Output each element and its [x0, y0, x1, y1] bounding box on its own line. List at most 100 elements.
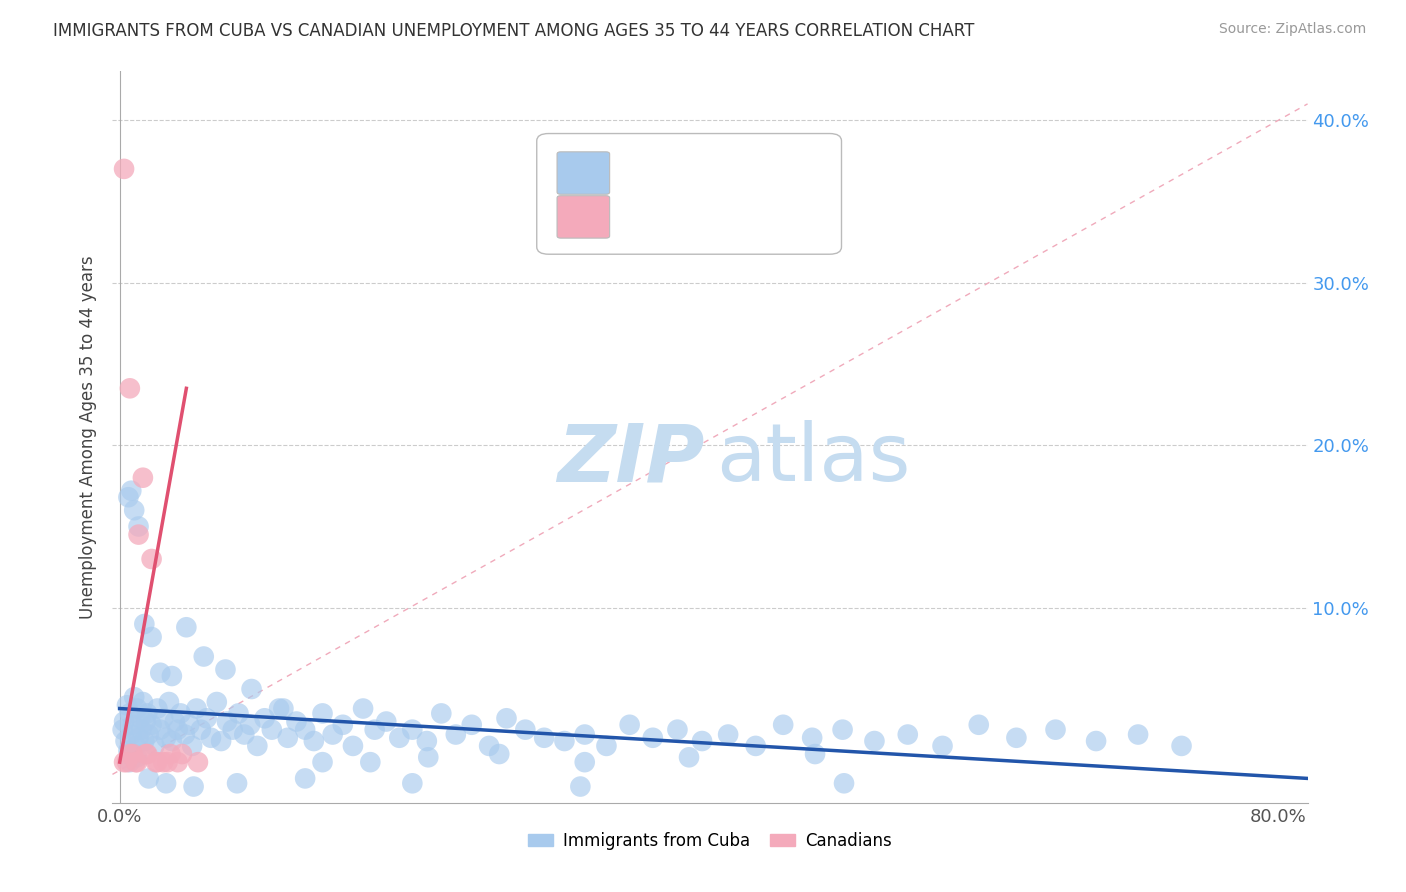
Point [132, 471, 155, 485]
Point [641, 731, 664, 745]
Point [200, 731, 222, 745]
Point [359, 755, 381, 769]
Point [311, 755, 333, 769]
Text: IMMIGRANTS FROM CUBA VS CANADIAN UNEMPLOYMENT AMONG AGES 35 TO 44 YEARS CORRELAT: IMMIGRANTS FROM CUBA VS CANADIAN UNEMPLO… [53, 22, 974, 40]
Text: R =: R = [619, 208, 654, 226]
Point [294, 772, 316, 786]
Point [233, 727, 256, 741]
Point [160, 669, 183, 683]
Point [146, 701, 169, 715]
Point [574, 755, 596, 769]
Point [115, 698, 138, 713]
Point [215, 714, 238, 729]
FancyBboxPatch shape [557, 152, 610, 194]
Text: ZIP: ZIP [557, 420, 704, 498]
FancyBboxPatch shape [557, 195, 610, 238]
Text: Source: ZipAtlas.com: Source: ZipAtlas.com [1219, 22, 1367, 37]
Point [115, 755, 138, 769]
Point [163, 714, 186, 729]
Point [831, 723, 853, 737]
Point [118, 381, 141, 395]
Point [156, 755, 179, 769]
Point [117, 490, 139, 504]
Point [322, 727, 344, 741]
Point [166, 723, 188, 737]
Point [569, 780, 592, 794]
Point [717, 727, 740, 741]
Point [117, 744, 139, 758]
Point [157, 695, 180, 709]
Point [772, 718, 794, 732]
Point [135, 747, 157, 761]
Point [136, 747, 159, 761]
Legend: Immigrants from Cuba, Canadians: Immigrants from Cuba, Canadians [522, 825, 898, 856]
Y-axis label: Unemployment Among Ages 35 to 44 years: Unemployment Among Ages 35 to 44 years [79, 255, 97, 619]
Point [553, 734, 575, 748]
Point [122, 503, 145, 517]
Point [444, 727, 467, 741]
Point [128, 519, 150, 533]
Point [149, 665, 172, 680]
Point [141, 552, 163, 566]
Text: atlas: atlas [716, 420, 910, 498]
Point [619, 718, 641, 732]
Point [461, 718, 484, 732]
Text: R =: R = [619, 164, 654, 182]
Point [495, 711, 517, 725]
Point [277, 731, 299, 745]
Point [240, 681, 263, 696]
Point [143, 739, 166, 753]
Point [176, 620, 198, 634]
Point [967, 718, 990, 732]
Point [152, 755, 174, 769]
Point [260, 723, 283, 737]
Point [124, 755, 146, 769]
Point [533, 731, 555, 745]
Point [166, 755, 188, 769]
Point [118, 755, 141, 769]
Point [388, 731, 411, 745]
Text: N =: N = [738, 208, 775, 226]
Point [146, 755, 169, 769]
Point [897, 727, 920, 741]
Point [1005, 731, 1028, 745]
Point [294, 723, 316, 737]
Text: N =: N = [738, 164, 775, 182]
Point [124, 739, 146, 753]
Point [111, 723, 134, 737]
Point [311, 706, 333, 721]
Point [401, 723, 423, 737]
Point [832, 776, 855, 790]
Point [418, 750, 440, 764]
Point [209, 734, 232, 748]
Point [744, 739, 766, 753]
Point [169, 706, 191, 721]
Point [127, 755, 149, 769]
Point [401, 776, 423, 790]
Point [363, 723, 385, 737]
Point [375, 714, 398, 729]
Point [690, 734, 713, 748]
Point [118, 706, 141, 721]
Point [267, 701, 290, 715]
Point [226, 776, 249, 790]
Point [273, 701, 295, 715]
Point [127, 750, 149, 764]
Point [134, 617, 156, 632]
Point [174, 727, 197, 741]
Point [114, 734, 136, 748]
Point [246, 739, 269, 753]
FancyBboxPatch shape [537, 134, 842, 254]
Point [931, 739, 953, 753]
Point [129, 711, 152, 725]
Point [430, 706, 453, 721]
Point [595, 739, 617, 753]
Point [666, 723, 689, 737]
Point [170, 747, 193, 761]
Point [181, 739, 204, 753]
Point [128, 527, 150, 541]
Point [122, 690, 145, 705]
Point [183, 780, 205, 794]
Point [863, 734, 886, 748]
Point [416, 734, 439, 748]
